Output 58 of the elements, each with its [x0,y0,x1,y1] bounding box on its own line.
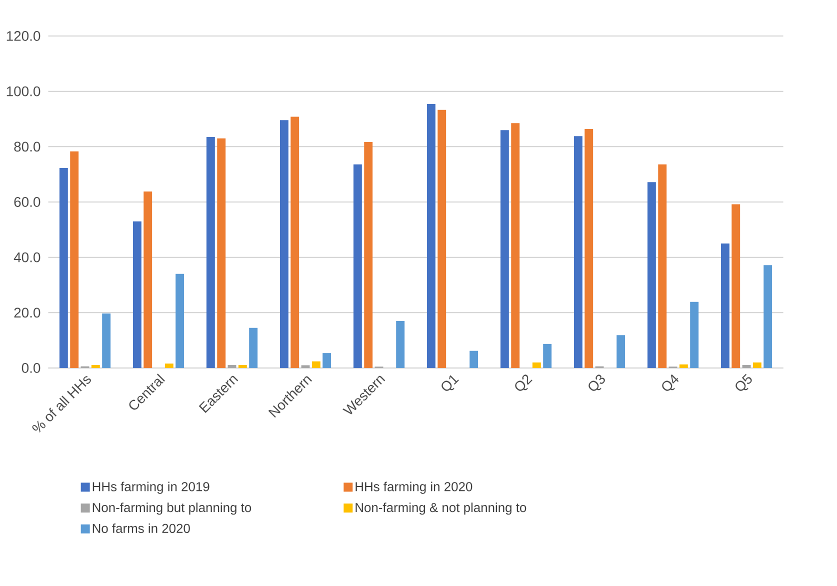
bar [238,364,247,368]
legend-label: Non-farming & not planning to [356,502,526,515]
bar [353,164,362,368]
bar [532,362,541,368]
x-tick-label: % of all HHs [32,376,91,433]
bar [301,365,310,368]
bar [720,244,730,368]
legend-label: No farms in 2020 [92,523,190,533]
bar [764,265,772,368]
bar [322,353,332,368]
bar [470,350,478,368]
y-tick-label: 80.0 [14,142,40,152]
bar [690,302,699,368]
bar [742,364,751,368]
bar [59,168,68,368]
bar [616,335,626,368]
bar [426,104,436,368]
bar [164,364,174,368]
bar [70,151,79,368]
bar [249,328,258,368]
bar [290,116,300,368]
bar [217,138,226,368]
bar [752,362,762,368]
bar [396,320,405,368]
y-tick-label: 100.0 [6,86,40,96]
bar [144,191,152,368]
bar [438,110,446,368]
y-tick-label: 0.0 [22,363,40,373]
bar [584,128,594,368]
y-tick-label: 20.0 [14,308,40,318]
legend-label: HHs farming in 2020 [356,482,472,494]
bar [647,182,656,368]
bar [364,142,373,368]
bar [206,136,215,368]
bar [500,130,509,368]
legend-label: Non-farming but planning to [92,502,252,515]
bar [679,364,688,368]
x-tick-label: Q3 [588,374,605,391]
x-tick-label: Q4 [662,374,679,391]
bar [176,274,184,368]
legend-label: HHs farming in 2019 [92,482,210,494]
y-tick-label: 120.0 [6,31,40,41]
bar [132,221,142,368]
bar [511,123,520,368]
x-tick-label: Q5 [736,374,752,391]
bar [543,344,552,368]
x-tick-label: Q1 [442,375,459,391]
x-tick-label: Q2 [515,374,532,391]
y-tick-label: 40.0 [14,252,40,262]
bar [312,361,320,368]
y-tick-label: 60.0 [14,197,40,207]
bar [732,204,740,368]
bar [658,164,667,368]
bar [280,120,288,368]
bar [91,364,100,368]
bar [574,136,582,368]
bar [102,313,111,368]
bar [228,364,236,368]
